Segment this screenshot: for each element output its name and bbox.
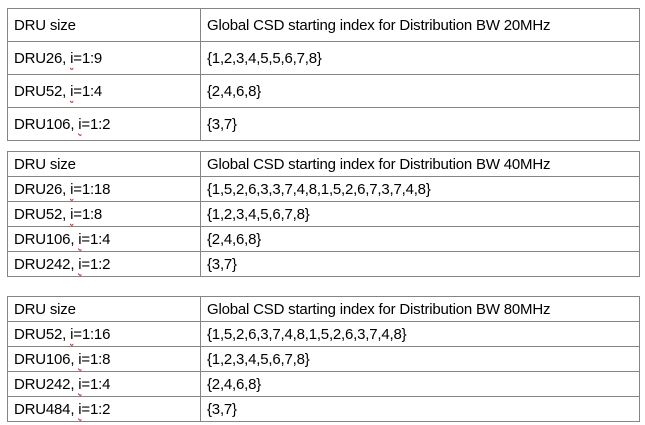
- table-row: DRU52, i=1:4 {2,4,6,8}: [7, 74, 640, 108]
- dru-size-header: DRU size: [7, 8, 201, 42]
- csd-index-cell: {1,2,3,4,5,5,6,7,8}: [200, 41, 640, 75]
- dru-size-cell: DRU106, i=1:4: [7, 226, 201, 252]
- csd-index-cell: {1,5,2,6,3,7,4,8,1,5,2,6,3,7,4,8}: [200, 321, 640, 347]
- csd-table-80mhz: DRU size Global CSD starting index for D…: [7, 296, 640, 422]
- csd-index-header: Global CSD starting index for Distributi…: [200, 296, 640, 322]
- dru-size-text: DRU26,: [14, 180, 71, 198]
- dru-size-cell: DRU106, i=1:8: [7, 346, 201, 372]
- dru-size-text: DRU26,: [14, 49, 71, 67]
- misspelled-i: i: [70, 49, 74, 67]
- csd-index-cell: {3,7}: [200, 107, 640, 141]
- dru-size-cell: DRU242, i=1:4: [7, 371, 201, 397]
- dru-size-text: DRU106,: [14, 230, 79, 248]
- dru-size-cell: DRU484, i=1:2: [7, 396, 201, 422]
- table-header-row: DRU size Global CSD starting index for D…: [7, 8, 640, 42]
- table-row: DRU52, i=1:16 {1,5,2,6,3,7,4,8,1,5,2,6,3…: [7, 321, 640, 347]
- table-row: DRU242, i=1:2 {3,7}: [7, 251, 640, 277]
- misspelled-i: i: [78, 230, 82, 248]
- dru-size-header: DRU size: [7, 151, 201, 177]
- table-row: DRU26, i=1:18 {1,5,2,6,3,3,7,4,8,1,5,2,6…: [7, 176, 640, 202]
- dru-size-text: DRU52,: [14, 205, 71, 223]
- misspelled-i: i: [70, 205, 74, 223]
- misspelled-i: i: [78, 375, 82, 393]
- table-row: DRU106, i=1:8 {1,2,3,4,5,6,7,8}: [7, 346, 640, 372]
- misspelled-i: i: [78, 115, 82, 133]
- csd-index-cell: {2,4,6,8}: [200, 371, 640, 397]
- misspelled-i: i: [70, 325, 74, 343]
- table-header-row: DRU size Global CSD starting index for D…: [7, 296, 640, 322]
- dru-size-text: DRU242,: [14, 255, 79, 273]
- dru-size-cell: DRU52, i=1:16: [7, 321, 201, 347]
- csd-index-cell: {2,4,6,8}: [200, 226, 640, 252]
- misspelled-i: i: [78, 400, 82, 418]
- table-row: DRU106, i=1:2 {3,7}: [7, 107, 640, 141]
- index-range-text: =1:4: [81, 230, 111, 248]
- table-row: DRU242, i=1:4 {2,4,6,8}: [7, 371, 640, 397]
- index-range-text: =1:4: [81, 375, 111, 393]
- table-row: DRU26, i=1:9 {1,2,3,4,5,5,6,7,8}: [7, 41, 640, 75]
- index-range-text: =1:9: [73, 49, 103, 67]
- misspelled-i: i: [78, 350, 82, 368]
- index-range-text: =1:8: [81, 350, 111, 368]
- index-range-text: =1:2: [81, 400, 111, 418]
- csd-table-40mhz: DRU size Global CSD starting index for D…: [7, 151, 640, 277]
- dru-size-cell: DRU242, i=1:2: [7, 251, 201, 277]
- dru-size-text: DRU484,: [14, 400, 79, 418]
- dru-size-cell: DRU106, i=1:2: [7, 107, 201, 141]
- csd-index-header: Global CSD starting index for Distributi…: [200, 151, 640, 177]
- table-row: DRU484, i=1:2 {3,7}: [7, 396, 640, 422]
- csd-index-header: Global CSD starting index for Distributi…: [200, 8, 640, 42]
- dru-size-text: DRU52,: [14, 82, 71, 100]
- csd-index-cell: {3,7}: [200, 396, 640, 422]
- misspelled-i: i: [70, 82, 74, 100]
- csd-index-cell: {1,5,2,6,3,3,7,4,8,1,5,2,6,7,3,7,4,8}: [200, 176, 640, 202]
- index-range-text: =1:2: [81, 115, 111, 133]
- dru-size-cell: DRU52, i=1:8: [7, 201, 201, 227]
- csd-index-cell: {2,4,6,8}: [200, 74, 640, 108]
- table-header-row: DRU size Global CSD starting index for D…: [7, 151, 640, 177]
- dru-size-header: DRU size: [7, 296, 201, 322]
- dru-size-cell: DRU26, i=1:9: [7, 41, 201, 75]
- dru-size-text: DRU106,: [14, 115, 79, 133]
- dru-size-text: DRU242,: [14, 375, 79, 393]
- dru-size-cell: DRU52, i=1:4: [7, 74, 201, 108]
- misspelled-i: i: [78, 255, 82, 273]
- table-row: DRU52, i=1:8 {1,2,3,4,5,6,7,8}: [7, 201, 640, 227]
- csd-index-cell: {1,2,3,4,5,6,7,8}: [200, 201, 640, 227]
- dru-size-text: DRU52,: [14, 325, 71, 343]
- dru-size-cell: DRU26, i=1:18: [7, 176, 201, 202]
- index-range-text: =1:4: [73, 82, 103, 100]
- index-range-text: =1:18: [73, 180, 111, 198]
- misspelled-i: i: [70, 180, 74, 198]
- index-range-text: =1:8: [73, 205, 103, 223]
- csd-index-cell: {3,7}: [200, 251, 640, 277]
- dru-size-text: DRU106,: [14, 350, 79, 368]
- csd-table-20mhz: DRU size Global CSD starting index for D…: [7, 8, 640, 141]
- index-range-text: =1:16: [73, 325, 111, 343]
- index-range-text: =1:2: [81, 255, 111, 273]
- csd-index-cell: {1,2,3,4,5,6,7,8}: [200, 346, 640, 372]
- table-row: DRU106, i=1:4 {2,4,6,8}: [7, 226, 640, 252]
